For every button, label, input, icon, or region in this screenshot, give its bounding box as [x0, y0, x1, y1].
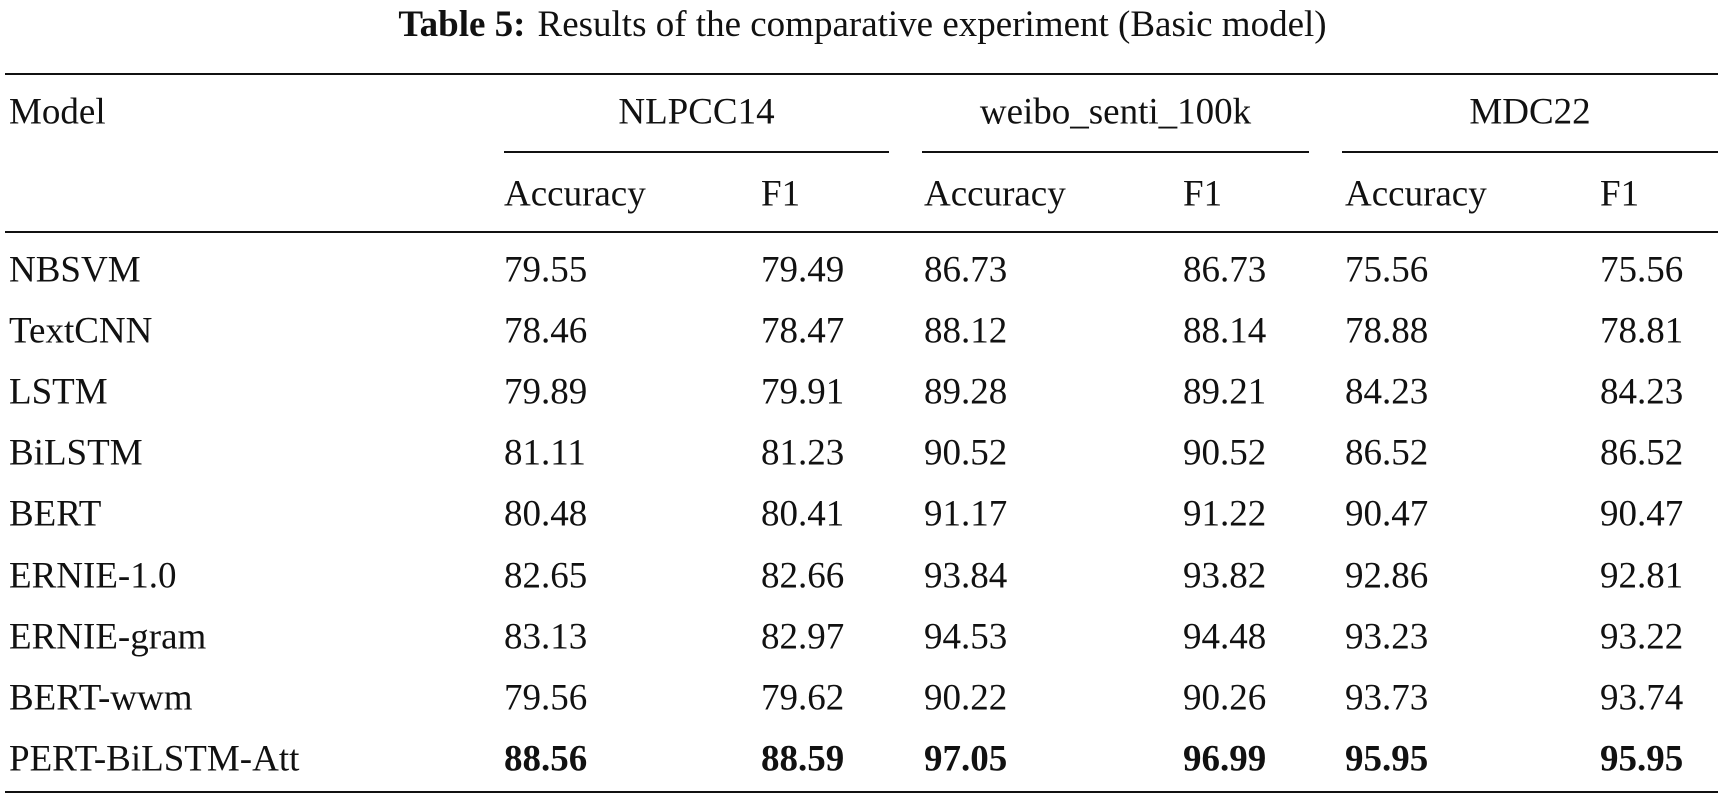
cell-value: 96.99 — [1183, 738, 1267, 780]
group-rule — [1342, 151, 1718, 153]
model-name: BiLSTM — [9, 432, 143, 474]
column-header: F1 — [1600, 173, 1640, 215]
cell-value: 93.82 — [1183, 555, 1267, 596]
cell-value: 88.56 — [504, 738, 588, 780]
cell-value: 78.88 — [1345, 310, 1429, 352]
cell-value: 90.52 — [924, 432, 1008, 474]
cell-value: 79.89 — [504, 371, 588, 413]
cell-value: 80.48 — [504, 493, 588, 535]
cell-value: 90.22 — [924, 677, 1008, 719]
cell-value: 95.95 — [1600, 738, 1684, 780]
model-name: LSTM — [9, 371, 108, 413]
group-header: MDC22 — [1469, 91, 1591, 133]
group-rule — [922, 151, 1309, 153]
cell-value: 81.11 — [504, 432, 586, 474]
column-header: F1 — [1183, 173, 1223, 215]
caption-label: Table 5: — [398, 4, 526, 45]
cell-value: 86.73 — [924, 249, 1008, 291]
cell-value: 94.53 — [924, 616, 1008, 658]
cell-value: 78.47 — [761, 310, 845, 352]
cell-value: 90.26 — [1183, 677, 1267, 719]
cell-value: 78.46 — [504, 310, 588, 352]
cell-value: 79.91 — [761, 371, 845, 413]
cell-value: 79.56 — [504, 677, 588, 719]
cell-value: 92.81 — [1600, 555, 1684, 596]
group-rule — [504, 151, 889, 153]
group-header: weibo_senti_100k — [979, 91, 1252, 133]
top-rule — [5, 73, 1718, 75]
cell-value: 93.84 — [924, 555, 1008, 596]
cell-value: 93.74 — [1600, 677, 1684, 719]
mid-rule — [5, 231, 1718, 233]
cell-value: 82.65 — [504, 555, 588, 596]
cell-value: 88.14 — [1183, 310, 1267, 352]
cell-value: 93.22 — [1600, 616, 1684, 658]
caption: Table 5: Results of the comparative exper… — [0, 6, 1725, 43]
cell-value: 82.97 — [761, 616, 845, 658]
cell-value: 93.73 — [1345, 677, 1429, 719]
cell-value: 90.52 — [1183, 432, 1267, 474]
cell-value: 91.22 — [1183, 493, 1267, 535]
cell-value: 86.52 — [1345, 432, 1429, 474]
cell-value: 88.59 — [761, 738, 845, 780]
cell-value: 81.23 — [761, 432, 845, 474]
column-header: Accuracy — [1345, 173, 1487, 215]
cell-value: 84.23 — [1345, 371, 1429, 413]
cell-value: 83.13 — [504, 616, 588, 658]
column-header: Accuracy — [504, 173, 646, 215]
model-name: ERNIE-gram — [9, 616, 207, 658]
cell-value: 93.23 — [1345, 616, 1429, 658]
column-header: F1 — [761, 173, 801, 215]
caption-text: Results of the comparative experiment (B… — [537, 4, 1327, 45]
column-header: Accuracy — [924, 173, 1066, 215]
cell-value: 84.23 — [1600, 371, 1684, 413]
group-header: NLPCC14 — [618, 91, 775, 133]
model-name: BERT-wwm — [9, 677, 193, 719]
cell-value: 92.86 — [1345, 555, 1429, 596]
cell-value: 90.47 — [1345, 493, 1429, 535]
model-name: BERT — [9, 493, 102, 535]
cell-value: 79.62 — [761, 677, 845, 719]
cell-value: 79.55 — [504, 249, 588, 291]
cell-value: 89.28 — [924, 371, 1008, 413]
cell-value: 78.81 — [1600, 310, 1684, 352]
model-name: ERNIE-1.0 — [9, 555, 177, 596]
model-name: NBSVM — [9, 249, 141, 291]
model-name: PERT-BiLSTM-Att — [9, 738, 300, 780]
model-header: Model — [9, 91, 106, 133]
cell-value: 79.49 — [761, 249, 845, 291]
cell-value: 75.56 — [1600, 249, 1684, 291]
cell-value: 75.56 — [1345, 249, 1429, 291]
cell-value: 89.21 — [1183, 371, 1267, 413]
cell-value: 88.12 — [924, 310, 1008, 352]
bottom-rule — [5, 791, 1718, 793]
cell-value: 80.41 — [761, 493, 845, 535]
cell-value: 95.95 — [1345, 738, 1429, 780]
cell-value: 90.47 — [1600, 493, 1684, 535]
cell-value: 97.05 — [924, 738, 1008, 780]
cell-value: 94.48 — [1183, 616, 1267, 658]
cell-value: 91.17 — [924, 493, 1008, 535]
cell-value: 86.52 — [1600, 432, 1684, 474]
model-name: TextCNN — [9, 310, 153, 352]
cell-value: 86.73 — [1183, 249, 1267, 291]
cell-value: 82.66 — [761, 555, 845, 596]
